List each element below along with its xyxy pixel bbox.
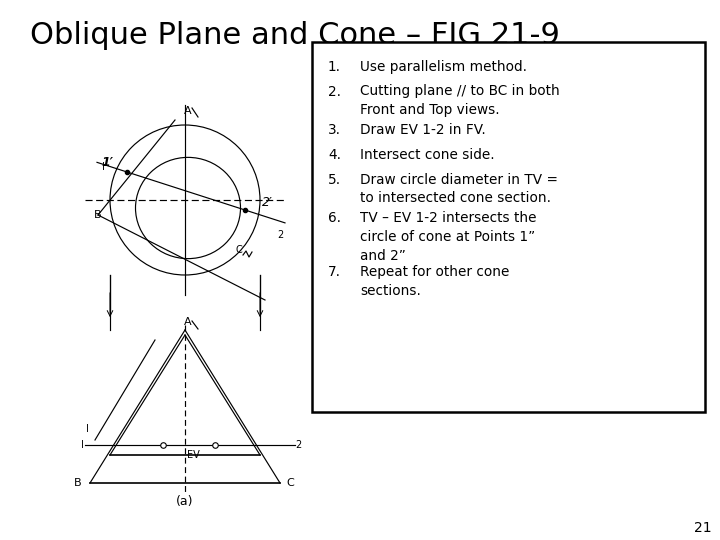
FancyBboxPatch shape: [312, 42, 705, 412]
Text: (a): (a): [176, 495, 194, 508]
Text: Draw circle diameter in TV =
to intersected cone section.: Draw circle diameter in TV = to intersec…: [360, 172, 558, 205]
Text: B: B: [94, 210, 102, 220]
Text: Intersect cone side.: Intersect cone side.: [360, 148, 495, 162]
Text: 2′: 2′: [261, 195, 272, 208]
Text: Repeat for other cone
sections.: Repeat for other cone sections.: [360, 265, 509, 298]
Text: Draw EV 1-2 in FV.: Draw EV 1-2 in FV.: [360, 124, 486, 138]
Text: A: A: [184, 317, 192, 327]
Text: C: C: [235, 245, 243, 255]
Text: Oblique Plane and Cone – FIG 21-9: Oblique Plane and Cone – FIG 21-9: [30, 21, 560, 50]
Text: 21: 21: [694, 521, 712, 535]
Text: B: B: [74, 478, 82, 488]
Text: I: I: [86, 424, 89, 434]
Text: I: I: [102, 162, 104, 172]
Text: Use parallelism method.: Use parallelism method.: [360, 60, 527, 74]
Text: A: A: [184, 106, 192, 116]
Text: 5.: 5.: [328, 172, 341, 186]
Text: 7.: 7.: [328, 265, 341, 279]
Text: 2: 2: [277, 230, 283, 240]
Text: 4.: 4.: [328, 148, 341, 162]
Text: TV – EV 1-2 intersects the
circle of cone at Points 1”
and 2”: TV – EV 1-2 intersects the circle of con…: [360, 212, 536, 264]
Text: 2: 2: [295, 440, 301, 450]
Text: 6.: 6.: [328, 212, 341, 226]
Text: Cutting plane // to BC in both
Front and Top views.: Cutting plane // to BC in both Front and…: [360, 84, 559, 117]
Text: 1.: 1.: [328, 60, 341, 74]
Text: I: I: [81, 440, 84, 450]
Text: 3.: 3.: [328, 124, 341, 138]
Text: EV: EV: [186, 450, 199, 460]
Text: 1′: 1′: [101, 156, 113, 168]
Text: 2.: 2.: [328, 84, 341, 98]
Text: C: C: [286, 478, 294, 488]
